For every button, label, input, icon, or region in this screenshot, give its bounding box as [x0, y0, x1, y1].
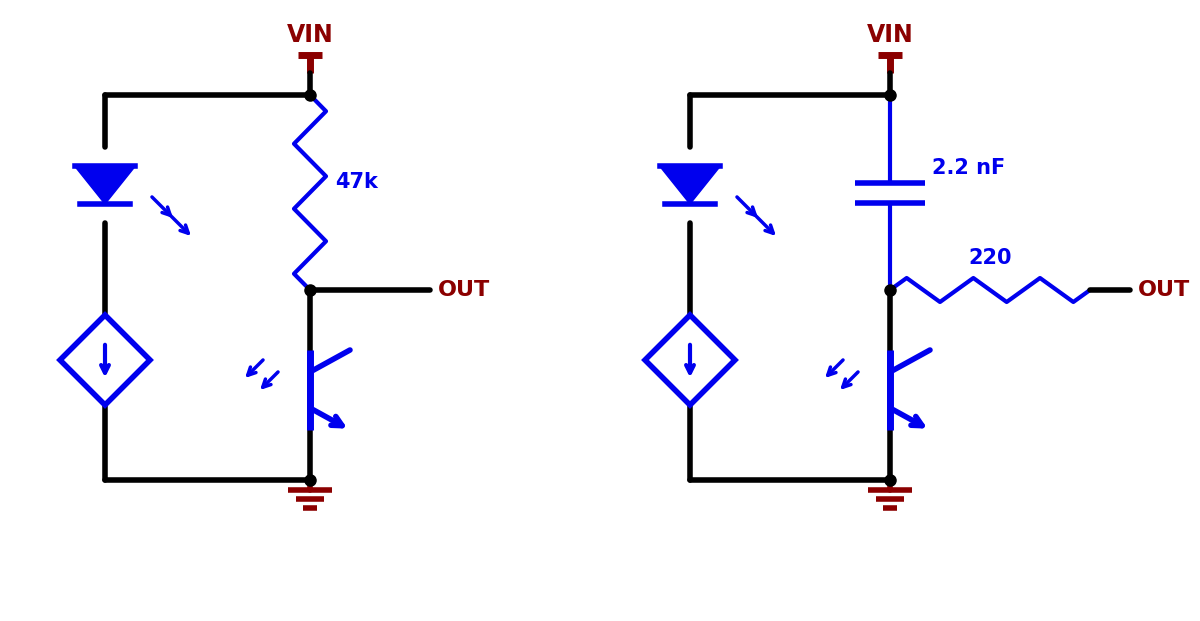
Polygon shape: [74, 166, 136, 204]
Text: VIN: VIN: [287, 23, 334, 47]
Text: OUT: OUT: [438, 280, 491, 300]
Text: OUT: OUT: [1138, 280, 1190, 300]
Polygon shape: [660, 166, 720, 204]
Text: 220: 220: [968, 248, 1012, 268]
Text: 2.2 nF: 2.2 nF: [932, 158, 1006, 178]
Text: 47k: 47k: [335, 173, 378, 193]
Text: VIN: VIN: [866, 23, 913, 47]
